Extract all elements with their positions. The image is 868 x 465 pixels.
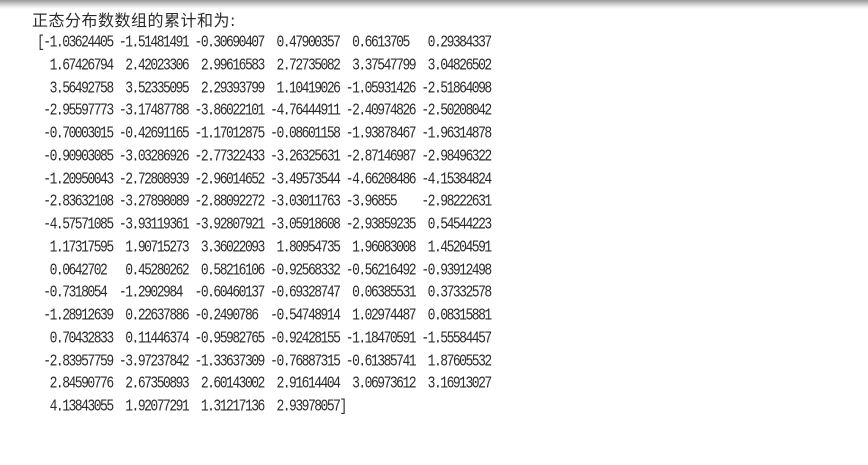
array-row: 0.0642702 0.45280262 0.58216106 -0.92568… xyxy=(37,260,493,280)
array-row: 2.84590776 2.67350893 2.60143002 2.91614… xyxy=(37,374,493,393)
array-row: -1.20950043 -2.72808939 -2.96014652 -3.4… xyxy=(37,169,492,189)
console-output: 正态分布数数组的累计和为: [-1.03624405 -1.51481491 -… xyxy=(32,9,493,419)
array-row: -2.83632108 -3.27898089 -2.88092272 -3.0… xyxy=(37,192,492,211)
array-row: -2.95597773 -3.17487788 -3.86022101 -4.7… xyxy=(37,101,492,120)
array-row: -0.90903085 -3.03286926 -2.77322433 -3.2… xyxy=(37,146,492,166)
array-row: [-1.03624405 -1.51481491 -0.30690407 0.4… xyxy=(37,32,492,52)
output-heading: 正态分布数数组的累计和为: xyxy=(32,11,236,30)
array-row: -0.7318054 -1.2902984 -0.60460137 -0.693… xyxy=(37,283,492,302)
window-top-edge xyxy=(0,0,868,9)
array-row: -0.70003015 -0.42691165 -1.17012875 -0.0… xyxy=(37,123,492,143)
array-row: 1.17317595 1.90715273 3.36022093 1.80954… xyxy=(37,237,493,257)
array-row: -1.28912639 0.22637886 -0.2490786 -0.547… xyxy=(37,305,492,325)
array-row: -2.83957759 -3.97237842 -1.33637309 -0.7… xyxy=(37,351,492,371)
array-row: 0.70432833 0.11446374 -0.95982765 -0.924… xyxy=(37,328,493,348)
array-output: [-1.03624405 -1.51481491 -0.30690407 0.4… xyxy=(32,32,493,419)
array-row: 1.67426794 2.42023306 2.99616583 2.72735… xyxy=(37,55,493,75)
array-row: 4.13843055 1.92077291 1.31217136 2.93978… xyxy=(37,396,348,416)
array-row: 3.56492758 3.52335095 2.29393799 1.10419… xyxy=(37,78,493,98)
array-row: -4.57571085 -3.93119361 -3.92807921 -3.0… xyxy=(37,214,492,234)
